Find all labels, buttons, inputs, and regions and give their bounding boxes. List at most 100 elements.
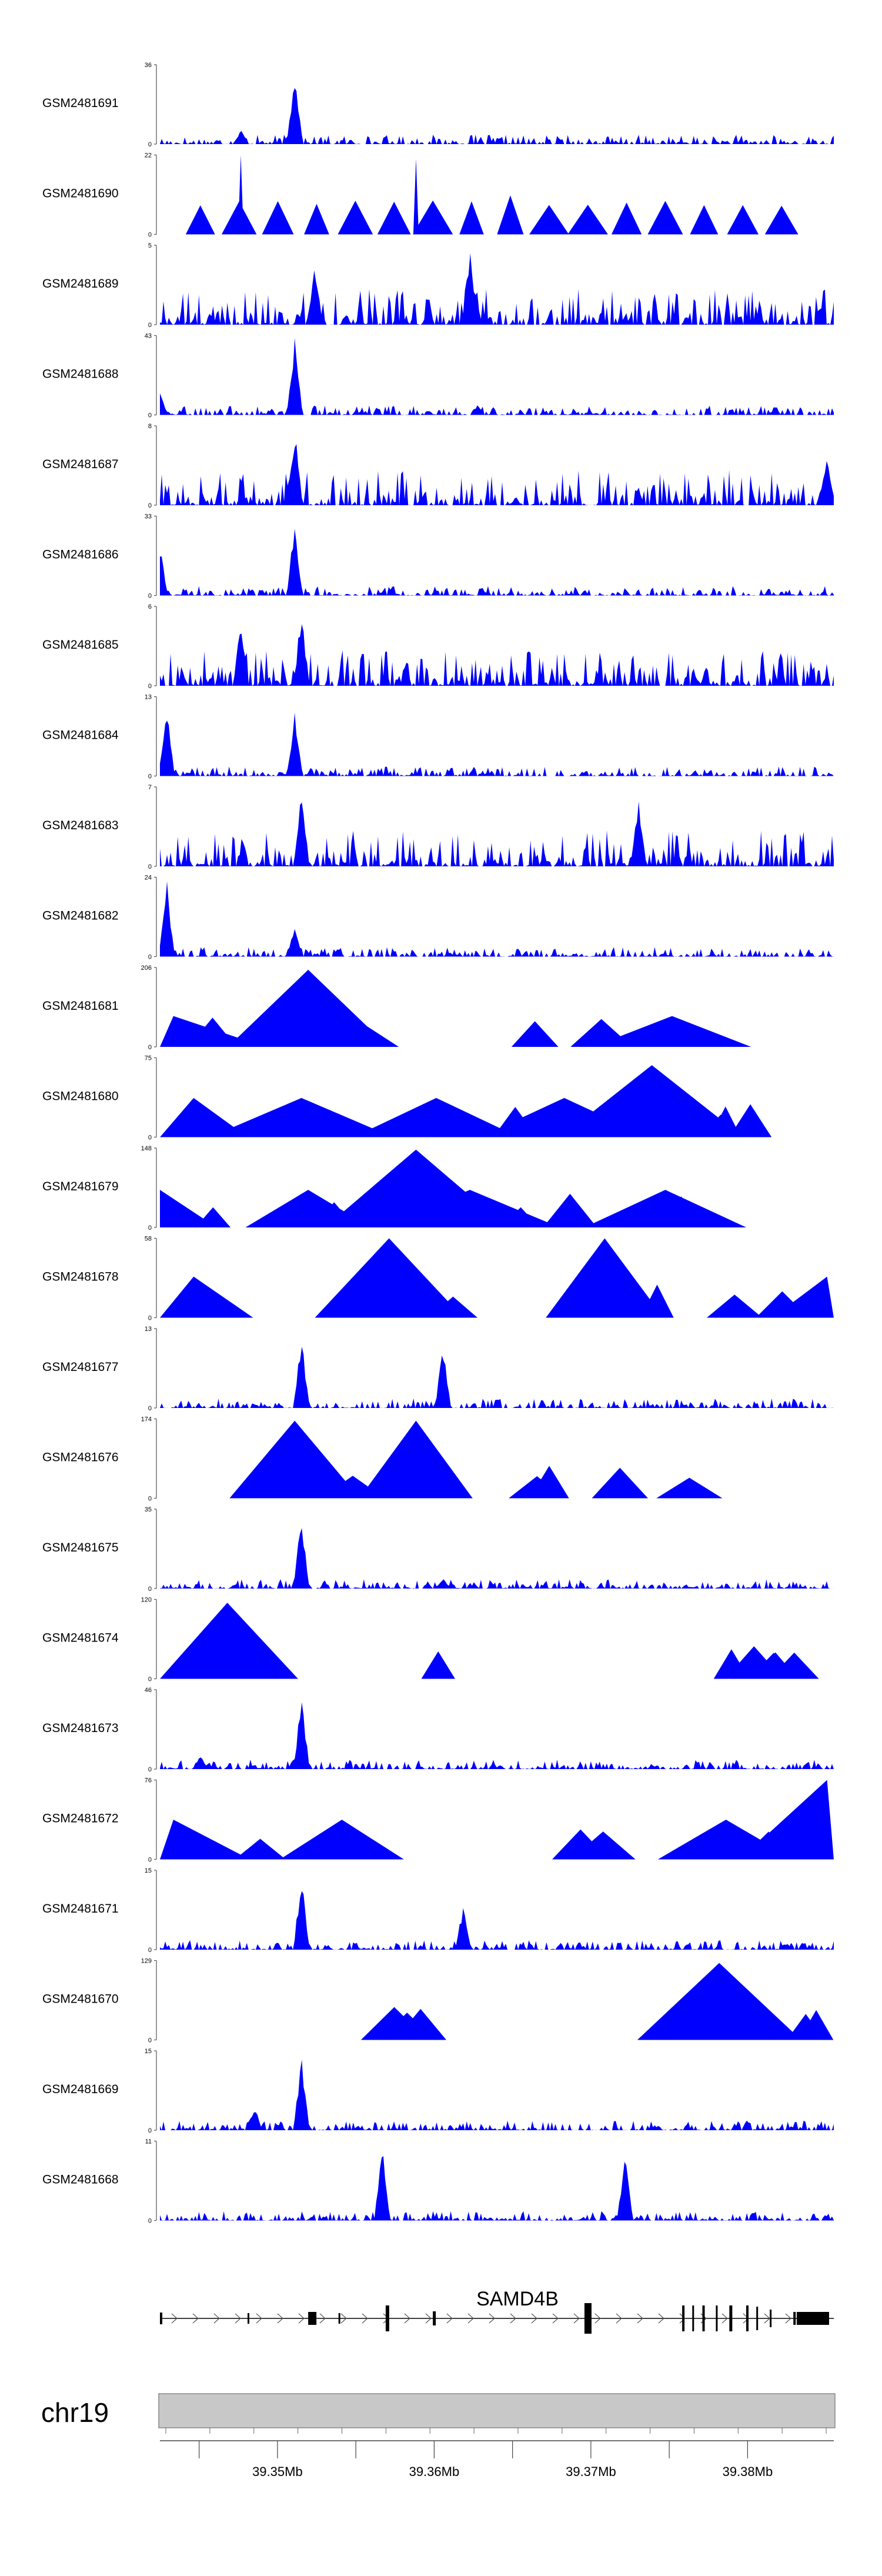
track-ymax: 174 — [141, 1416, 152, 1423]
gene-exon — [729, 2305, 733, 2331]
gene-model: SAMD4B — [160, 2288, 834, 2334]
track-label: GSM2481680 — [42, 1090, 119, 1103]
track-ymax: 22 — [145, 152, 152, 159]
track-GSM2481688: GSM2481688 43 0 — [42, 333, 834, 419]
track-label: GSM2481672 — [42, 1812, 119, 1826]
strand-arrow — [213, 2313, 220, 2324]
track-label: GSM2481677 — [42, 1360, 119, 1374]
coverage-area — [160, 1149, 747, 1227]
strand-arrow — [658, 2313, 664, 2324]
strand-arrow — [467, 2313, 474, 2324]
gene-exon — [770, 2310, 772, 2327]
coverage-area — [160, 253, 834, 325]
track-GSM2481682: GSM2481682 24 0 — [42, 875, 834, 961]
gene-exon — [338, 2313, 340, 2324]
track-ymin: 0 — [148, 2218, 152, 2225]
coverage-area — [160, 1891, 834, 1950]
coverage-area — [360, 1963, 834, 2040]
strand-arrow — [298, 2313, 305, 2324]
strand-arrow — [510, 2313, 516, 2324]
strand-arrow — [362, 2313, 368, 2324]
track-ymin: 0 — [148, 773, 152, 780]
gene-exon — [756, 2307, 759, 2330]
track-ymin: 0 — [148, 141, 152, 148]
track-ymin: 0 — [148, 2037, 152, 2044]
track-ymin: 0 — [148, 863, 152, 870]
gene-exon — [702, 2305, 705, 2331]
track-GSM2481674: GSM2481674 120 0 — [42, 1597, 819, 1683]
gene-exon — [682, 2305, 685, 2331]
coverage-area — [185, 155, 799, 235]
track-label: GSM2481671 — [42, 1902, 119, 1916]
gene-exon — [793, 2312, 796, 2325]
x-tick-label: 39.38Mb — [723, 2464, 773, 2479]
track-ymax: 11 — [145, 2138, 152, 2145]
track-ymin: 0 — [148, 412, 152, 419]
gene-exon — [308, 2312, 317, 2325]
track-ymin: 0 — [148, 2127, 152, 2134]
track-GSM2481681: GSM2481681 206 0 — [42, 965, 751, 1051]
track-GSM2481690: GSM2481690 22 0 — [42, 152, 799, 239]
coverage-area — [160, 1603, 819, 1679]
track-label: GSM2481679 — [42, 1180, 119, 1193]
strand-arrow — [637, 2313, 643, 2324]
track-ymax: 75 — [145, 1055, 152, 1062]
coverage-area — [160, 444, 834, 505]
track-GSM2481670: GSM2481670 129 0 — [42, 1958, 834, 2044]
strand-arrow — [573, 2313, 580, 2324]
strand-arrow — [616, 2313, 622, 2324]
track-ymin: 0 — [148, 322, 152, 329]
gene-exon — [716, 2305, 718, 2331]
coverage-area — [160, 624, 834, 686]
track-GSM2481669: GSM2481669 15 0 — [42, 2048, 834, 2134]
track-ymax: 24 — [145, 875, 152, 882]
strand-arrow — [425, 2313, 432, 2324]
chromosome-band — [158, 2393, 836, 2428]
gene-exon — [433, 2311, 436, 2325]
track-label: GSM2481684 — [42, 729, 119, 742]
track-ymax: 15 — [145, 2048, 152, 2055]
strand-arrow — [446, 2313, 453, 2324]
gene-exon — [692, 2305, 694, 2331]
coverage-area — [160, 1780, 834, 1860]
track-ymax: 15 — [145, 1867, 152, 1874]
gene-exon — [746, 2305, 749, 2331]
track-ymin: 0 — [148, 683, 152, 690]
x-tick-label: 39.35Mb — [252, 2464, 303, 2479]
coverage-area — [160, 1346, 834, 1408]
track-label: GSM2481682 — [42, 909, 119, 923]
strand-arrow — [340, 2313, 347, 2324]
gene-exon — [385, 2305, 389, 2331]
track-GSM2481678: GSM2481678 58 0 — [42, 1236, 834, 1322]
coverage-area — [160, 88, 834, 144]
track-ymin: 0 — [148, 1315, 152, 1322]
track-GSM2481680: GSM2481680 75 0 — [42, 1055, 772, 1142]
track-ymin: 0 — [148, 1224, 152, 1232]
track-GSM2481672: GSM2481672 76 0 — [42, 1777, 834, 1864]
coverage-area — [160, 881, 834, 957]
track-ymax: 35 — [145, 1506, 152, 1513]
track-ymax: 58 — [145, 1236, 152, 1243]
track-ymin: 0 — [148, 1766, 152, 1773]
strand-arrow — [764, 2313, 770, 2324]
track-GSM2481673: GSM2481673 46 0 — [42, 1687, 834, 1773]
gene-label: SAMD4B — [476, 2288, 559, 2310]
track-ymax: 33 — [145, 513, 152, 520]
chromosome-label: chr19 — [41, 2397, 109, 2428]
strand-arrow — [552, 2313, 559, 2324]
track-ymax: 7 — [148, 784, 152, 791]
strand-arrow — [235, 2313, 241, 2324]
strand-arrow — [171, 2313, 178, 2324]
strand-arrow — [594, 2313, 601, 2324]
track-ymax: 148 — [141, 1145, 152, 1152]
track-ymax: 129 — [141, 1958, 152, 1965]
strand-arrow — [277, 2313, 283, 2324]
track-label: GSM2481669 — [42, 2083, 119, 2096]
coverage-area — [160, 529, 834, 596]
track-GSM2481676: GSM2481676 174 0 — [42, 1416, 723, 1503]
chromosome-axis: chr19 — [41, 2393, 836, 2428]
track-ymax: 13 — [145, 694, 152, 701]
track-ymax: 46 — [145, 1687, 152, 1694]
track-ymin: 0 — [148, 1676, 152, 1683]
